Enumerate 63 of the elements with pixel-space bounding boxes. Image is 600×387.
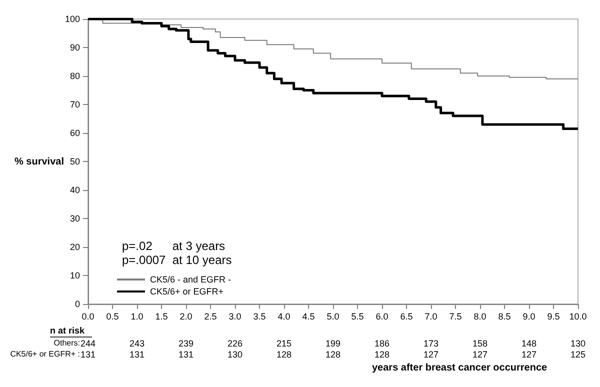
text: 239 <box>178 338 194 348</box>
x-tick-label: 9.5 <box>547 312 560 322</box>
x-tick-label: 2.5 <box>204 312 217 322</box>
text: 244 <box>80 338 96 348</box>
annotation: p=.0007 at 10 years <box>122 253 232 267</box>
text: Others: <box>54 338 80 348</box>
y-tick-label: 100 <box>64 14 80 24</box>
text: 127 <box>521 350 537 360</box>
text: 243 <box>129 338 145 348</box>
text: 127 <box>472 350 488 360</box>
text: 158 <box>472 338 488 348</box>
annotation: p=.02 at 3 years <box>122 239 226 253</box>
legend-label: CK5/6+ or EGFR+ <box>150 286 224 296</box>
text: 199 <box>325 338 341 348</box>
x-tick-label: 4.0 <box>278 312 290 322</box>
x-tick-label: 5.0 <box>326 312 340 322</box>
y-axis-title: % survival <box>14 156 64 168</box>
x-tick-label: 6.0 <box>376 312 388 322</box>
text: 128 <box>325 350 341 360</box>
text: 215 <box>276 338 292 348</box>
x-tick-label: 0.0 <box>82 312 94 322</box>
y-tick-label: 80 <box>70 71 80 81</box>
y-tick-label: 50 <box>70 156 80 166</box>
y-tick-label: 30 <box>70 214 80 224</box>
y-tick-label: 70 <box>70 100 80 110</box>
text: 148 <box>521 338 537 348</box>
y-tick-label: 40 <box>70 185 80 195</box>
text: 130 <box>227 350 243 360</box>
legend-label: CK5/6 - and EGFR - <box>150 274 232 284</box>
text: 131 <box>80 350 96 360</box>
text: 128 <box>276 350 292 360</box>
x-axis-title: years after breast cancer occurrence <box>372 362 548 374</box>
text: CK5/6+ or EGFR+ : <box>10 350 80 358</box>
x-tick-label: 0.5 <box>106 312 119 322</box>
text: 127 <box>423 350 439 360</box>
text: 130 <box>570 338 586 348</box>
x-tick-label: 8.5 <box>498 312 511 322</box>
x-tick-label: 9.0 <box>522 312 536 322</box>
text: 186 <box>374 338 390 348</box>
x-tick-label: 1.0 <box>130 312 144 322</box>
text: 173 <box>423 338 439 348</box>
text: 131 <box>129 350 145 360</box>
x-tick-label: 1.5 <box>155 312 168 322</box>
x-tick-label: 7.5 <box>449 312 462 322</box>
x-tick-label: 10.0 <box>569 312 587 322</box>
y-tick-label: 0 <box>74 299 80 309</box>
x-tick-label: 4.5 <box>302 312 315 322</box>
text: 131 <box>178 350 194 360</box>
y-tick-label: 20 <box>70 242 80 252</box>
text: 128 <box>374 350 390 360</box>
y-tick-label: 90 <box>70 42 80 52</box>
x-tick-label: 3.5 <box>253 312 266 322</box>
text: 125 <box>570 350 586 360</box>
x-tick-label: 7.0 <box>424 312 438 322</box>
x-tick-label: 6.5 <box>400 312 413 322</box>
y-tick-label: 10 <box>70 270 80 280</box>
text: n at risk <box>50 326 86 336</box>
x-tick-label: 5.5 <box>351 312 364 322</box>
y-tick-label: 60 <box>70 128 80 138</box>
x-tick-label: 8.0 <box>474 312 486 322</box>
x-tick-label: 3.0 <box>228 312 242 322</box>
x-tick-label: 2.0 <box>180 312 192 322</box>
text: 226 <box>227 338 243 348</box>
